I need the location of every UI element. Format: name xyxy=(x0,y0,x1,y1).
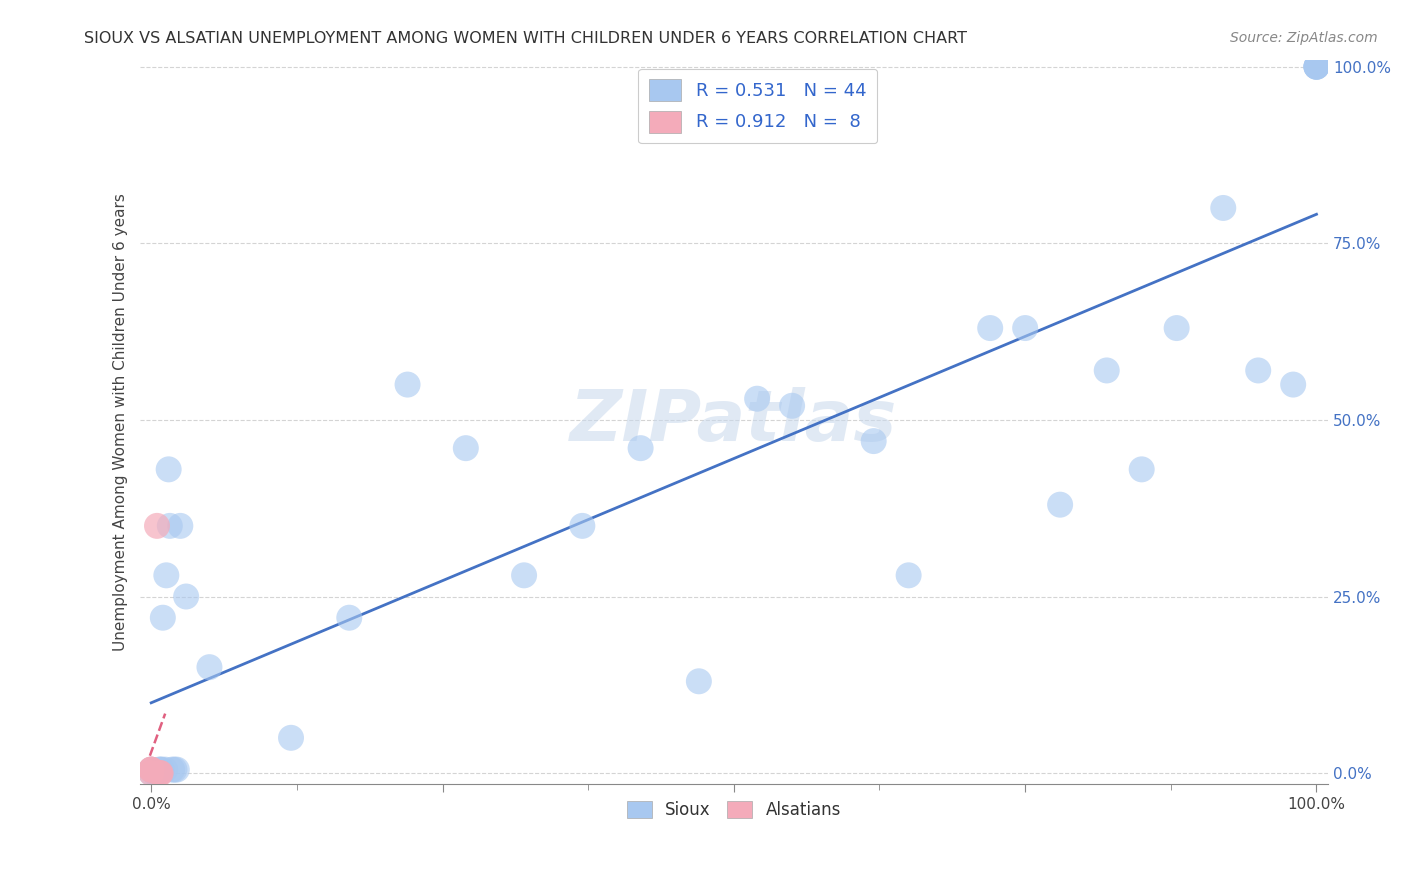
Point xyxy=(148,763,170,777)
Text: SIOUX VS ALSATIAN UNEMPLOYMENT AMONG WOMEN WITH CHILDREN UNDER 6 YEARS CORRELATI: SIOUX VS ALSATIAN UNEMPLOYMENT AMONG WOM… xyxy=(84,31,967,46)
Point xyxy=(157,462,180,476)
Point xyxy=(897,568,920,582)
Point xyxy=(141,763,163,777)
Point xyxy=(148,766,170,780)
Point xyxy=(688,674,710,689)
Point xyxy=(1212,201,1234,215)
Point xyxy=(1247,363,1270,377)
Point xyxy=(1049,498,1071,512)
Point xyxy=(337,611,360,625)
Point xyxy=(159,519,181,533)
Point xyxy=(166,763,188,777)
Point xyxy=(141,763,163,777)
Point xyxy=(513,568,536,582)
Point xyxy=(149,766,172,780)
Point xyxy=(979,321,1001,335)
Point xyxy=(143,766,166,780)
Text: Source: ZipAtlas.com: Source: ZipAtlas.com xyxy=(1230,31,1378,45)
Legend: Sioux, Alsatians: Sioux, Alsatians xyxy=(620,795,848,826)
Point xyxy=(160,763,183,777)
Point xyxy=(1305,60,1327,74)
Point xyxy=(1166,321,1188,335)
Point xyxy=(280,731,302,745)
Point xyxy=(1095,363,1118,377)
Point xyxy=(153,763,176,777)
Point xyxy=(747,392,769,406)
Point xyxy=(141,766,163,780)
Point xyxy=(1305,60,1327,74)
Text: ZIPatlas: ZIPatlas xyxy=(571,387,897,456)
Point xyxy=(630,441,652,455)
Point xyxy=(169,519,191,533)
Point xyxy=(152,611,174,625)
Point xyxy=(146,519,169,533)
Point xyxy=(174,590,197,604)
Point xyxy=(155,568,177,582)
Point xyxy=(780,399,803,413)
Point xyxy=(198,660,221,674)
Point xyxy=(862,434,884,449)
Point xyxy=(571,519,593,533)
Point xyxy=(1014,321,1036,335)
Point xyxy=(1305,60,1327,74)
Point xyxy=(141,763,163,777)
Point xyxy=(1282,377,1305,392)
Point xyxy=(1305,60,1327,74)
Point xyxy=(146,766,169,780)
Point xyxy=(1130,462,1153,476)
Point xyxy=(141,763,163,777)
Point xyxy=(163,763,186,777)
Point xyxy=(149,766,172,780)
Point xyxy=(150,763,173,777)
Y-axis label: Unemployment Among Women with Children Under 6 years: Unemployment Among Women with Children U… xyxy=(114,193,128,650)
Point xyxy=(1305,60,1327,74)
Point xyxy=(149,763,172,777)
Point xyxy=(454,441,477,455)
Point xyxy=(141,766,163,780)
Point xyxy=(396,377,419,392)
